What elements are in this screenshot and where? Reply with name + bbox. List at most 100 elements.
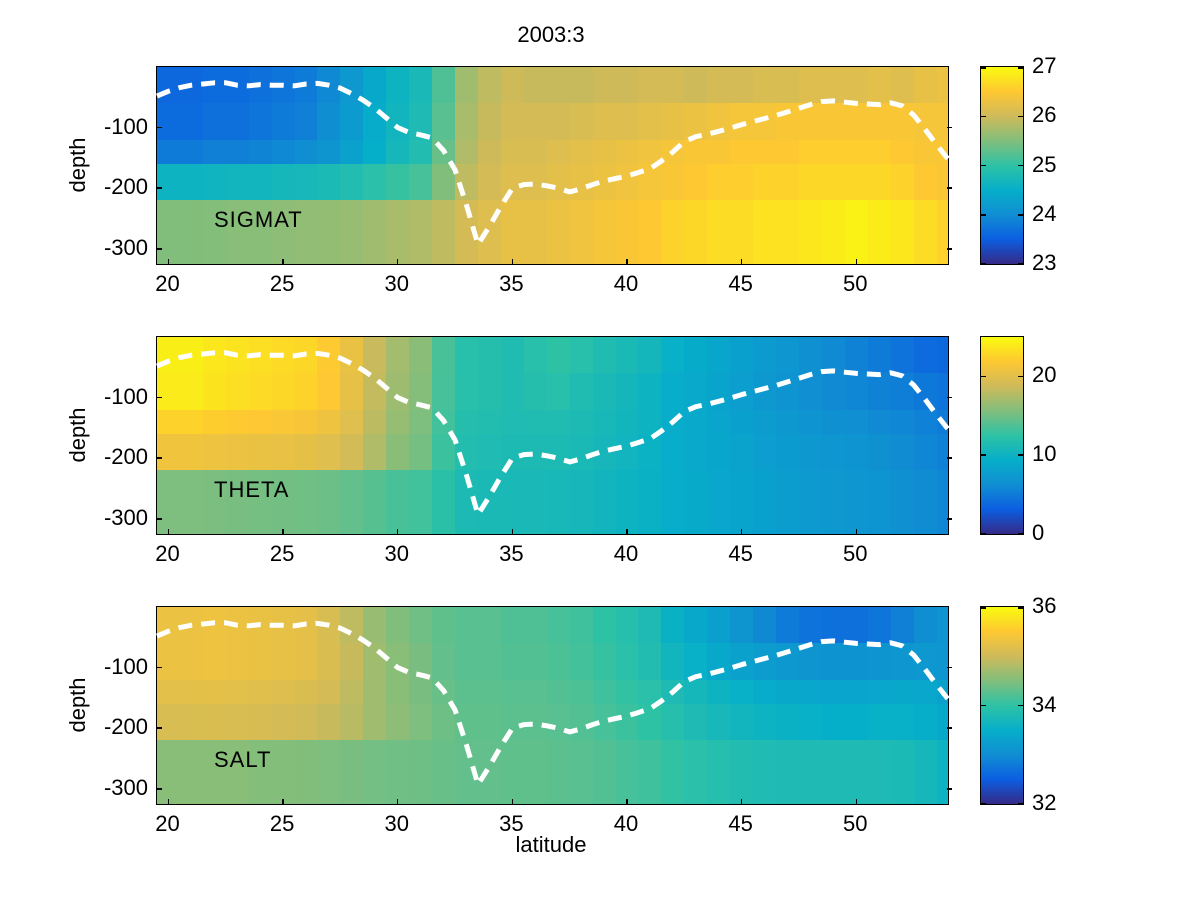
heatmap-cell bbox=[271, 103, 296, 141]
heatmap-cell bbox=[409, 103, 433, 141]
heatmap-cell bbox=[363, 607, 387, 644]
heatmap-cell bbox=[638, 337, 662, 374]
heatmap-cell bbox=[753, 703, 777, 741]
heatmap-cell bbox=[409, 433, 433, 471]
heatmap-cell bbox=[157, 163, 181, 201]
y-tick-mark-right bbox=[947, 248, 952, 250]
heatmap-cell bbox=[753, 433, 777, 471]
heatmap-cell bbox=[225, 703, 250, 741]
heatmap-cell bbox=[363, 643, 387, 681]
colorbar-tick-mark bbox=[981, 375, 986, 378]
y-tick-mark bbox=[157, 126, 162, 129]
heatmap-cell bbox=[638, 200, 662, 264]
heatmap-cell bbox=[936, 607, 948, 644]
heatmap-cell bbox=[821, 607, 846, 644]
y-tick-mark bbox=[157, 666, 162, 669]
heatmap-cell bbox=[890, 139, 915, 165]
heatmap-cell bbox=[707, 740, 731, 804]
heatmap-cell bbox=[569, 163, 594, 201]
heatmap-cell bbox=[867, 67, 892, 104]
colorbar-tick-label: 32 bbox=[1032, 790, 1057, 815]
heatmap-cell bbox=[500, 200, 525, 264]
heatmap-cell bbox=[569, 337, 594, 374]
heatmap-cell bbox=[867, 373, 892, 411]
heatmap-cell bbox=[455, 470, 479, 534]
heatmap-cell bbox=[592, 740, 617, 804]
heatmap-cell bbox=[157, 103, 181, 141]
heatmap-cell bbox=[477, 433, 502, 471]
heatmap-cell bbox=[661, 470, 685, 534]
colorbar-tick-mark bbox=[1018, 802, 1023, 804]
heatmap-cell bbox=[844, 163, 869, 201]
heatmap-cell bbox=[340, 470, 364, 534]
heatmap-cell bbox=[936, 103, 948, 141]
heatmap-cell bbox=[684, 607, 708, 644]
heatmap-cell bbox=[730, 607, 754, 644]
heatmap-cell bbox=[615, 643, 640, 681]
heatmap-cell bbox=[844, 67, 869, 104]
heatmap-cell bbox=[730, 139, 754, 165]
heatmap-cell bbox=[890, 470, 915, 534]
heatmap-cell bbox=[455, 200, 479, 264]
heatmap-cell bbox=[248, 373, 273, 411]
x-tick-label: 20 bbox=[155, 541, 180, 566]
heatmap-cell bbox=[523, 139, 548, 165]
heatmap-cell bbox=[615, 163, 640, 201]
heatmap-cell bbox=[936, 337, 948, 374]
heatmap-cell bbox=[455, 409, 479, 435]
y-tick-mark-right bbox=[947, 126, 952, 129]
heatmap-cell bbox=[592, 607, 617, 644]
heatmap-cell bbox=[546, 607, 571, 644]
x-tick-label: 35 bbox=[499, 271, 524, 296]
heatmap-cell bbox=[867, 703, 892, 741]
heatmap-cell bbox=[776, 433, 800, 471]
heatmap-cell bbox=[753, 67, 777, 104]
y-tick-mark bbox=[157, 788, 162, 790]
x-tick-mark bbox=[396, 529, 399, 534]
y-tick-label: -200 bbox=[103, 444, 148, 470]
heatmap-cell bbox=[753, 679, 777, 705]
heatmap-cell bbox=[455, 67, 479, 104]
heatmap-cell bbox=[821, 139, 846, 165]
heatmap-cell bbox=[615, 67, 640, 104]
heatmap-cell bbox=[798, 470, 823, 534]
heatmap-cell bbox=[753, 740, 777, 804]
heatmap-cell bbox=[500, 337, 525, 374]
heatmap-cell bbox=[157, 200, 181, 264]
y-tick-mark bbox=[157, 518, 162, 520]
colorbar-tick-mark bbox=[981, 802, 986, 804]
colorbar-tick-label: 36 bbox=[1032, 593, 1057, 618]
colorbar-tick-mark bbox=[981, 704, 986, 707]
heatmap-cell bbox=[753, 373, 777, 411]
heatmap-cell bbox=[340, 607, 364, 644]
y-axis-label: depth bbox=[65, 136, 90, 193]
heatmap-cell bbox=[615, 607, 640, 644]
heatmap-cell bbox=[913, 679, 938, 705]
heatmap-cell bbox=[294, 409, 319, 435]
heatmap-cell bbox=[546, 67, 571, 104]
heatmap-cell bbox=[776, 200, 800, 264]
heatmap-cell bbox=[798, 433, 823, 471]
heatmap-cell bbox=[409, 679, 433, 705]
heatmap-cell bbox=[179, 163, 204, 201]
heatmap-cell bbox=[409, 139, 433, 165]
y-tick-mark-right bbox=[947, 396, 952, 399]
heatmap-cell bbox=[317, 607, 341, 644]
heatmap-cell bbox=[890, 200, 915, 264]
heatmap-cell bbox=[913, 200, 938, 264]
heatmap-cell bbox=[386, 139, 410, 165]
heatmap-cell bbox=[867, 740, 892, 804]
heatmap-cell bbox=[638, 139, 662, 165]
heatmap-cell bbox=[248, 139, 273, 165]
x-tick-label: 50 bbox=[843, 811, 868, 836]
heatmap-cells bbox=[157, 67, 948, 264]
heatmap-cell bbox=[500, 139, 525, 165]
heatmap-cell bbox=[546, 103, 571, 141]
x-tick-label: 30 bbox=[384, 541, 409, 566]
y-axis-label: depth bbox=[65, 406, 90, 463]
heatmap-cell bbox=[225, 67, 250, 104]
heatmap-cell bbox=[271, 337, 296, 374]
heatmap-cell bbox=[317, 433, 341, 471]
colorbar-tick-label: 25 bbox=[1032, 151, 1057, 177]
